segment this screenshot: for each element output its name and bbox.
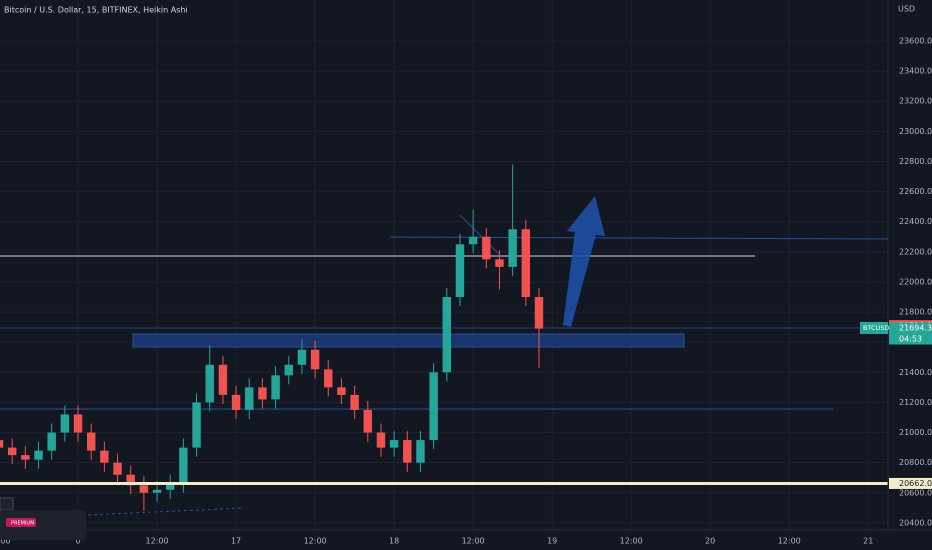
candle-body (310, 349, 320, 370)
candle-body (7, 447, 17, 456)
trend-line (459, 214, 501, 256)
candle-body (86, 432, 96, 451)
chart-title: Bitcoin / U.S. Dollar, 15, BITFINEX, Hei… (4, 6, 188, 15)
y-tick-label: 21400.0 (899, 368, 932, 377)
support-zone (132, 333, 685, 348)
y-tick-label: 22000.0 (899, 277, 932, 286)
y-tick-label: 21200.0 (899, 398, 932, 407)
candle-body (166, 483, 175, 490)
currency: USD (898, 5, 915, 14)
candle-body (495, 259, 504, 267)
candle-body (218, 364, 228, 395)
candle-body (482, 236, 491, 260)
candle-body (152, 489, 162, 493)
candle-body (0, 440, 4, 448)
x-tick-label: 12:00 (146, 537, 169, 546)
arrow (563, 196, 605, 327)
candle-body (468, 236, 478, 245)
y-tick-label: 22600.0 (899, 187, 932, 196)
candle-body (245, 387, 254, 410)
dashed-line (87, 507, 244, 516)
candle-body (284, 364, 293, 376)
x-tick-label: 12:00 (0, 537, 11, 546)
x-tick-label: 21 (863, 537, 873, 546)
price-axis (888, 0, 932, 550)
candle-body (350, 394, 359, 410)
y-tick-label: 23600.0 (899, 36, 932, 45)
candle-body (179, 447, 188, 484)
candle-body (455, 244, 465, 298)
candle-body (363, 409, 372, 433)
y-tick-label: 20600.0 (899, 488, 932, 497)
y-tick-label: 23000.0 (899, 127, 932, 136)
candle-body (139, 485, 149, 493)
candle-body (429, 372, 438, 441)
candle-body (205, 364, 214, 403)
badge-panel (0, 510, 86, 540)
candle-body (100, 450, 109, 463)
countdown: 04:53 (899, 334, 922, 343)
symbol: BTCUSD (863, 324, 889, 332)
x-tick-label: 18 (389, 537, 399, 546)
y-tick-label: 21800.0 (899, 308, 932, 317)
candle-body (442, 297, 452, 373)
price-label-box (889, 322, 932, 345)
candle-body (297, 349, 307, 365)
price-label: 21694.3 (899, 323, 932, 332)
x-tick-label: 12:00 (778, 537, 801, 546)
candle-body (21, 455, 30, 460)
candle-body (271, 375, 280, 400)
x-tick-label: 0 (75, 537, 80, 546)
symbol-label (860, 322, 888, 334)
button[interactable] (0, 497, 14, 511)
badge-text: PREMIUM (11, 521, 34, 527)
candle-body (60, 414, 70, 433)
x-tick-label: 12:00 (462, 537, 485, 546)
candle-body (324, 369, 333, 388)
x-tick-label: 19 (547, 537, 557, 546)
candle-body (192, 402, 201, 448)
candle-body (416, 440, 425, 463)
candle-body (534, 297, 544, 329)
y-tick-label: 22400.0 (899, 217, 932, 226)
price-label: 20662.0 (899, 479, 932, 488)
candle-body (389, 440, 399, 448)
candle-body (73, 414, 83, 433)
y-tick-label: 20800.0 (899, 458, 932, 467)
candle-body (126, 474, 135, 486)
y-tick-label: 20400.0 (899, 518, 932, 527)
candle-body (258, 387, 267, 400)
badge[interactable] (6, 518, 36, 527)
y-tick-label: 23400.0 (899, 67, 932, 76)
candle-body (231, 394, 241, 410)
candle-body (376, 432, 386, 448)
grid (0, 0, 888, 530)
x-tick-label: 17 (231, 537, 241, 546)
x-tick-label: 20 (705, 537, 715, 546)
x-tick-label: 12:00 (304, 537, 327, 546)
candle-body (521, 229, 531, 298)
y-tick-label: 21000.0 (899, 428, 932, 437)
candles (0, 164, 544, 511)
candle-body (47, 432, 56, 451)
candle-body (34, 450, 43, 460)
candle-body (508, 229, 517, 267)
price-label-box (889, 477, 932, 489)
y-tick-label: 23200.0 (899, 97, 932, 106)
candle-body (113, 462, 122, 475)
x-tick-label: 12:00 (620, 537, 643, 546)
y-tick-label: 22800.0 (899, 157, 932, 166)
axes: 20400.0 20600.0 20800.0 21000.0 21200.0 21400… (0, 36, 932, 546)
candle-body (403, 440, 412, 463)
y-tick-label: 22200.0 (899, 247, 932, 256)
candle-body (337, 387, 346, 395)
